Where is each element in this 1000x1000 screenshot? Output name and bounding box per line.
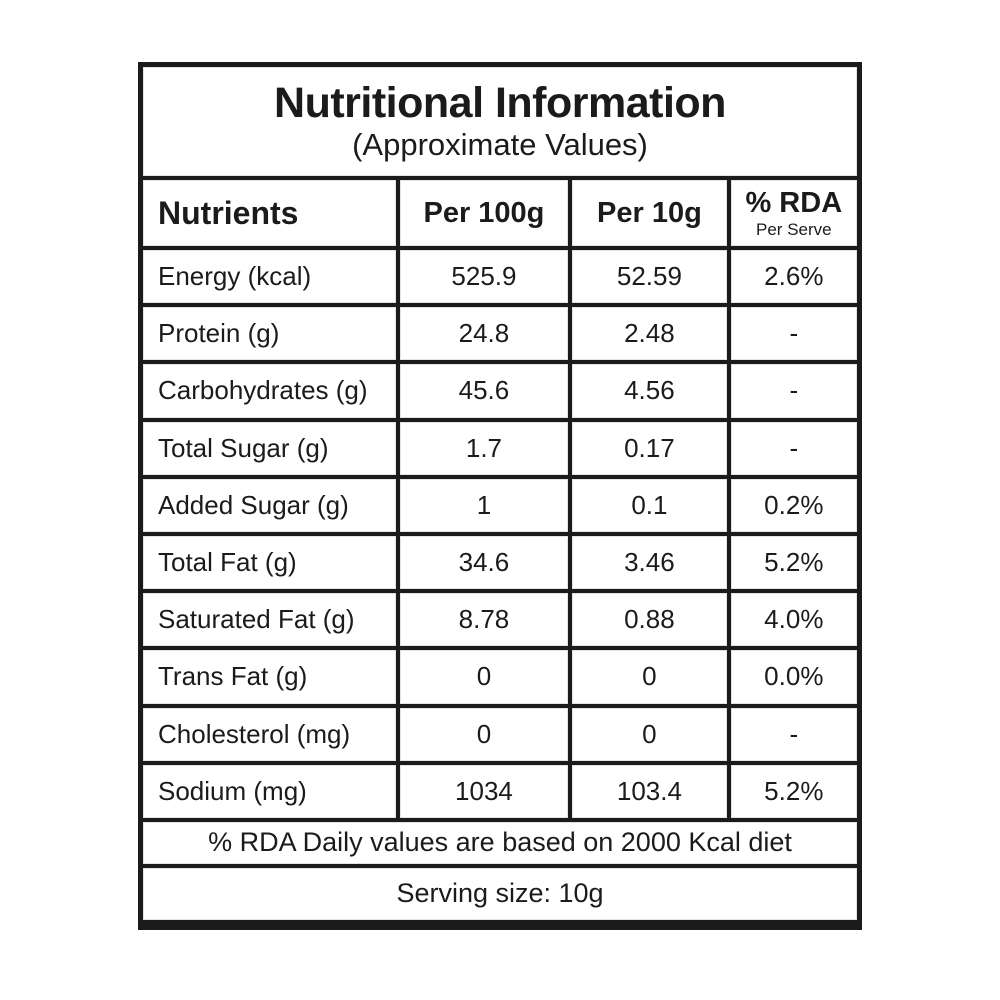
per-10g-value: 4.56: [572, 364, 727, 418]
per-10g-value: 2.48: [572, 307, 727, 361]
per-100g-value: 0: [399, 707, 569, 761]
column-header-per-10g: Per 10g: [572, 180, 727, 246]
nutrient-label: Cholesterol (mg): [143, 707, 396, 761]
per-10g-value: 3.46: [572, 535, 727, 590]
per-100g-value: 8.78: [399, 593, 569, 647]
per-10g-value: 52.59: [572, 250, 727, 304]
nutrient-label: Trans Fat (g): [143, 650, 396, 704]
nutrient-label: Total Sugar (g): [143, 421, 396, 475]
rda-value: 0.2%: [730, 478, 857, 532]
per-100g-value: 24.8: [399, 307, 569, 361]
per-10g-value: 103.4: [572, 764, 727, 818]
rda-value: -: [730, 707, 857, 761]
per-100g-value: 1034: [399, 764, 569, 818]
rda-value: -: [730, 364, 857, 418]
title-block: Nutritional Information (Approximate Val…: [143, 67, 857, 176]
per-100g-value: 1: [399, 478, 569, 532]
nutrition-label: Nutritional Information (Approximate Val…: [138, 62, 862, 930]
column-header-per-100g: Per 100g: [399, 180, 569, 246]
nutrient-label: Protein (g): [143, 307, 396, 361]
column-header-rda: % RDA Per Serve: [730, 180, 857, 246]
rda-header-label: % RDA: [745, 186, 843, 219]
nutrient-label: Saturated Fat (g): [143, 593, 396, 647]
per-100g-value: 45.6: [399, 364, 569, 418]
nutrient-label: Added Sugar (g): [143, 478, 396, 532]
nutrient-label: Energy (kcal): [143, 250, 396, 304]
rda-value: 5.2%: [730, 764, 857, 818]
per-100g-value: 1.7: [399, 421, 569, 475]
serving-size-note: Serving size: 10g: [143, 867, 857, 920]
page-title: Nutritional Information: [274, 79, 726, 128]
rda-value: 0.0%: [730, 650, 857, 704]
page-subtitle: (Approximate Values): [352, 127, 648, 163]
per-10g-value: 0.17: [572, 421, 727, 475]
rda-value: -: [730, 307, 857, 361]
per-100g-value: 525.9: [399, 250, 569, 304]
per-10g-value: 0.1: [572, 478, 727, 532]
nutrient-label: Sodium (mg): [143, 764, 396, 818]
rda-value: 4.0%: [730, 593, 857, 647]
per-10g-value: 0: [572, 707, 727, 761]
per-10g-value: 0.88: [572, 593, 727, 647]
rda-footnote: % RDA Daily values are based on 2000 Kca…: [143, 821, 857, 864]
nutrient-label: Total Fat (g): [143, 535, 396, 590]
nutrient-label: Carbohydrates (g): [143, 364, 396, 418]
per-100g-value: 34.6: [399, 535, 569, 590]
rda-value: 5.2%: [730, 535, 857, 590]
rda-value: -: [730, 421, 857, 475]
per-10g-value: 0: [572, 650, 727, 704]
per-100g-value: 0: [399, 650, 569, 704]
rda-header-sublabel: Per Serve: [756, 219, 832, 239]
column-header-nutrients: Nutrients: [143, 180, 396, 246]
rda-value: 2.6%: [730, 250, 857, 304]
